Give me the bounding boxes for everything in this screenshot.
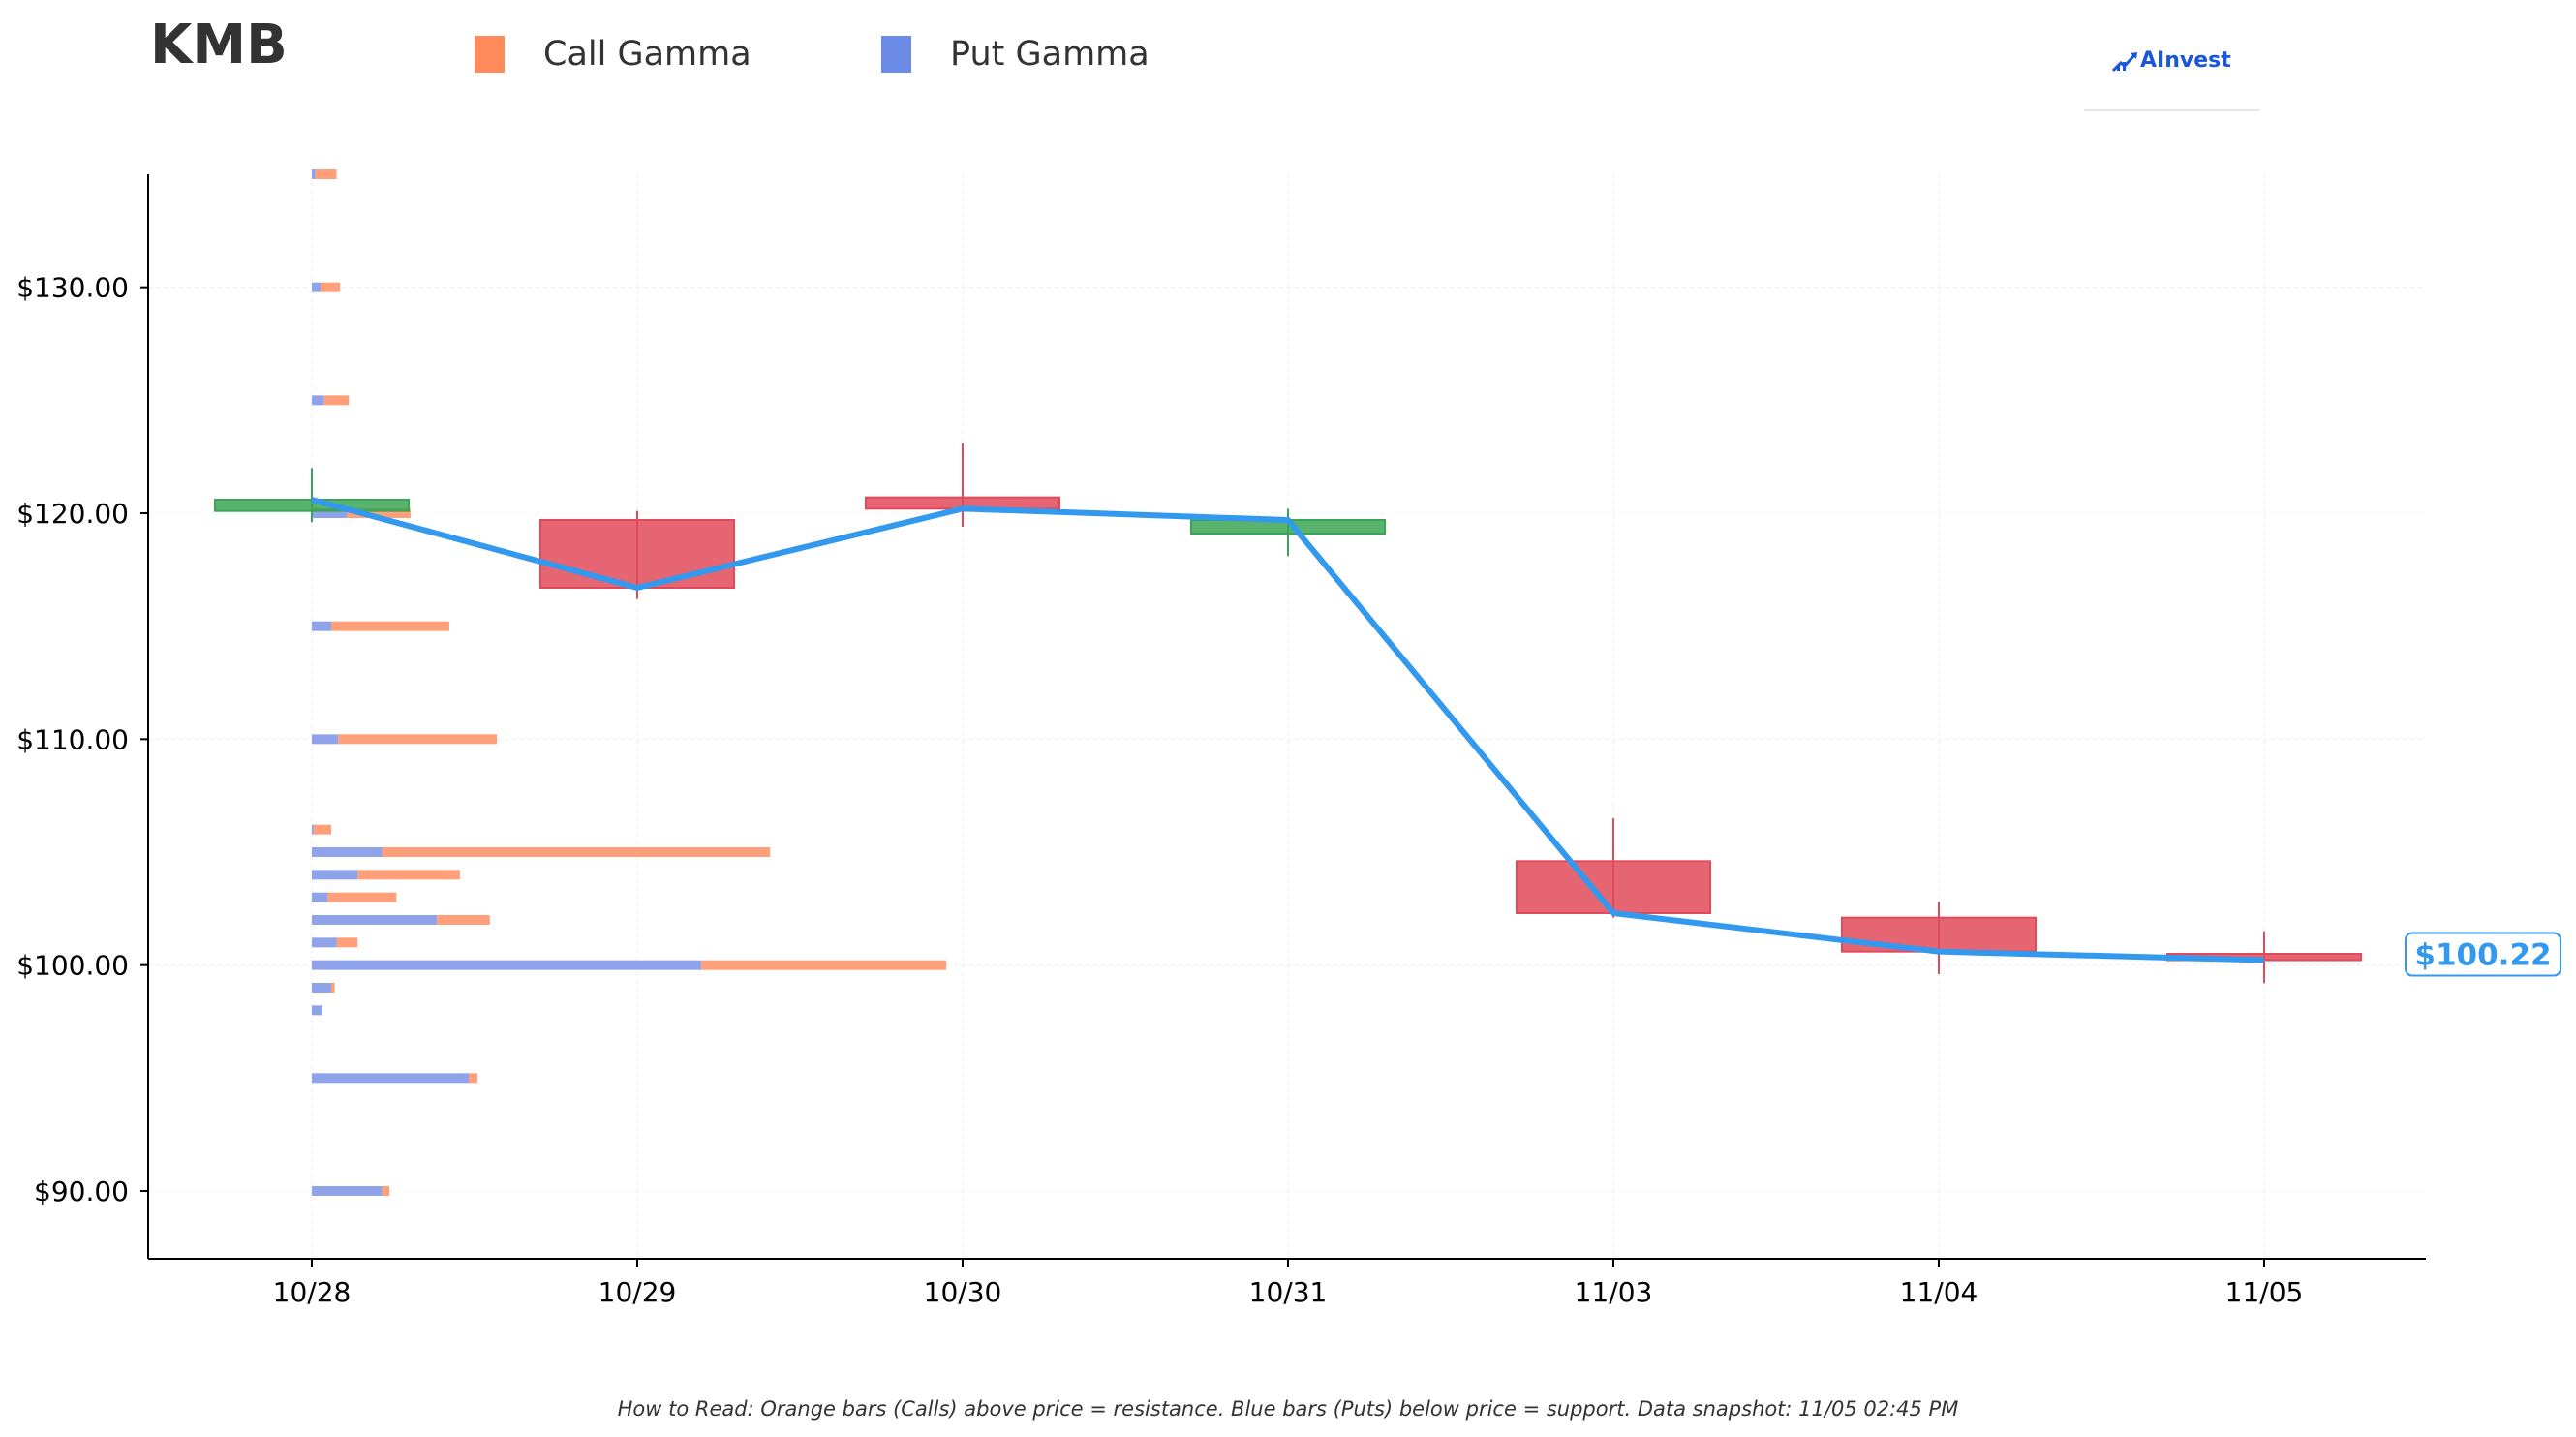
x-tick-label: 10/31 (1249, 1276, 1328, 1308)
put-gamma-bar (312, 915, 438, 925)
put-gamma-bar (312, 1005, 322, 1016)
put-gamma-bar (312, 1186, 383, 1196)
put-gamma-bar (312, 734, 339, 745)
call-gamma-bar (382, 1186, 390, 1196)
x-tick-label: 11/05 (2225, 1276, 2304, 1308)
candle-body (539, 519, 735, 589)
put-gamma-bar (312, 983, 332, 993)
call-gamma-bar (323, 395, 350, 406)
put-gamma-bar (312, 508, 348, 518)
chart-axes (147, 174, 2426, 1260)
put-gamma-bar (312, 892, 328, 902)
footnote: How to Read: Orange bars (Calls) above p… (617, 1397, 1959, 1421)
legend-label-put-gamma: Put Gamma (950, 35, 1150, 74)
put-gamma-swatch (881, 36, 911, 73)
last-price-badge[interactable]: $100.22 (2405, 932, 2561, 977)
put-gamma-bar (312, 847, 383, 857)
call-gamma-bar (347, 508, 411, 518)
y-tick-label: $120.00 (16, 498, 129, 530)
x-tick-label: 10/29 (598, 1276, 677, 1308)
call-gamma-bar (701, 960, 947, 970)
put-gamma-bar (312, 1073, 469, 1084)
y-axis-ticks: $90.00 $100.00 $110.00 $120.00 $130.00 (16, 272, 148, 1208)
put-gamma-bar (312, 937, 337, 948)
y-tick-label: $90.00 (34, 1176, 129, 1208)
put-gamma-bar (312, 282, 322, 292)
put-gamma-bar (312, 870, 358, 880)
call-gamma-bar (382, 847, 771, 857)
brand-logo: AInvest (2111, 48, 2231, 73)
legend-label-call-gamma: Call Gamma (543, 35, 751, 74)
call-gamma-bar (468, 1073, 478, 1084)
call-gamma-bar (321, 282, 341, 292)
candle-body (1516, 860, 1711, 914)
put-gamma-bar (312, 395, 324, 406)
chart-title: KMB (150, 14, 288, 76)
call-gamma-bar (315, 169, 337, 179)
x-axis-ticks: 10/28 10/29 10/30 10/31 11/03 11/04 11/05 (273, 1259, 2304, 1308)
put-gamma-bar (312, 960, 702, 970)
call-gamma-bar (357, 870, 460, 880)
price-gamma-chart: $90.00 $100.00 $110.00 $120.00 $130.00 10/28… (16, 169, 2561, 1308)
call-gamma-bar (313, 824, 332, 835)
call-gamma-swatch (475, 36, 505, 73)
brand-chart-icon (2111, 51, 2137, 72)
call-gamma-bar (331, 621, 449, 631)
call-gamma-bar (336, 937, 358, 948)
call-gamma-bar (327, 892, 397, 902)
x-tick-label: 10/28 (273, 1276, 352, 1308)
y-tick-label: $130.00 (16, 272, 129, 304)
last-price-label: $100.22 (2414, 938, 2551, 973)
call-gamma-bar (331, 983, 335, 993)
x-tick-label: 11/03 (1575, 1276, 1653, 1308)
gamma-bars (312, 169, 947, 1196)
legend-item-put-gamma: Put Gamma (881, 35, 1150, 74)
put-gamma-bar (312, 621, 332, 631)
call-gamma-bar (338, 734, 498, 745)
grid-lines (148, 174, 2426, 1259)
y-tick-label: $110.00 (16, 723, 129, 755)
close-price-line (311, 497, 2265, 963)
y-tick-label: $100.00 (16, 950, 129, 982)
call-gamma-bar (437, 915, 490, 925)
brand-divider (2084, 109, 2260, 111)
legend-item-call-gamma: Call Gamma (475, 35, 751, 74)
brand-name: AInvest (2140, 48, 2231, 73)
x-tick-label: 10/30 (924, 1276, 1002, 1308)
put-gamma-bar (312, 169, 316, 179)
last-price-box (2405, 932, 2561, 977)
candlesticks (214, 443, 2362, 984)
put-gamma-bar (312, 824, 314, 835)
x-tick-label: 11/04 (1900, 1276, 1978, 1308)
close-line (311, 497, 2265, 963)
